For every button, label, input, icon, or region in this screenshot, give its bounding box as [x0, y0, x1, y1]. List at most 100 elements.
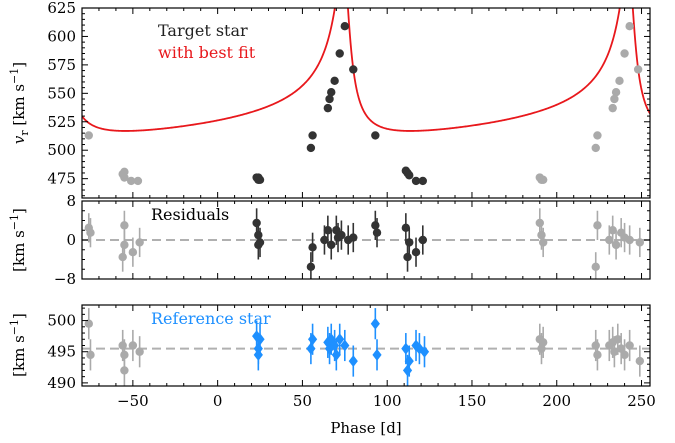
x-ticks-rv: [81, 8, 643, 198]
data-point: [86, 228, 95, 237]
data-point: [340, 339, 350, 352]
series-residuals-0: [252, 208, 427, 279]
panel-label: Reference star: [151, 309, 271, 328]
y-axis-label-close: ]: [10, 62, 28, 68]
data-point: [337, 230, 346, 240]
data-point: [535, 218, 544, 228]
data-point: [593, 131, 602, 140]
data-point: [307, 333, 318, 346]
data-point: [610, 347, 619, 356]
data-point: [538, 175, 548, 184]
best-fit-curve: [82, 8, 650, 132]
data-point: [120, 350, 129, 360]
data-point: [419, 345, 430, 358]
data-point: [120, 221, 129, 230]
data-point: [404, 355, 414, 368]
series-rv-1: [84, 22, 643, 186]
data-point: [120, 366, 129, 375]
data-point: [625, 22, 634, 31]
x-tick-label: 200: [542, 392, 571, 410]
data-point: [323, 336, 333, 349]
data-point: [325, 94, 334, 104]
data-point: [611, 240, 621, 250]
x-axis-title-group: Phase [d]: [330, 419, 401, 437]
y-tick-label: 575: [47, 56, 76, 74]
data-point: [411, 339, 421, 352]
series-residuals-1: [84, 208, 645, 279]
y-axis-label-subscript: r: [18, 130, 31, 136]
data-point: [635, 238, 645, 247]
plot-area-rv: [82, 8, 650, 186]
data-point: [306, 262, 316, 272]
y-tick-label: 550: [47, 84, 76, 102]
data-point: [254, 240, 263, 250]
x-tick-label: 150: [458, 392, 487, 410]
x-tick-label: 0: [213, 392, 223, 410]
data-point: [120, 173, 129, 182]
y-axis-label-close: ]: [10, 313, 28, 319]
y-ticks-rv: 475 500 525 550 575 600 625: [47, 0, 650, 197]
data-point: [537, 230, 546, 240]
panel-reference: −50 0 50 100 150 200 250 490 495 500 [km s−1] Refer…: [8, 304, 656, 410]
y-axis-label-exponent: −1: [8, 319, 21, 335]
legend-entry: with best fit: [158, 43, 256, 62]
panel-residuals: −8 0 8 [km s−1] Residuals: [8, 192, 651, 288]
data-point: [330, 339, 340, 352]
data-point: [370, 317, 380, 330]
data-point: [593, 350, 602, 360]
data-point: [538, 238, 548, 247]
data-point: [253, 348, 263, 361]
data-point: [320, 235, 329, 245]
data-point: [372, 348, 382, 361]
data-point: [402, 364, 413, 377]
data-point: [327, 87, 336, 97]
data-point: [405, 171, 414, 180]
series-reference-1: [84, 308, 645, 386]
y-tick-label: −8: [54, 270, 76, 288]
data-point: [331, 348, 341, 361]
data-point: [591, 262, 600, 272]
y-tick-label: 500: [47, 312, 76, 330]
data-point: [625, 341, 634, 350]
data-point: [591, 143, 600, 153]
y-axis-label: [km s−1]: [8, 313, 28, 377]
plot-area-reference: [82, 308, 650, 386]
y-axis-label: vr [km s−1]: [8, 62, 31, 144]
y-axis-label-close: ]: [10, 208, 28, 214]
y-axis-label-unit: [km s: [10, 84, 28, 126]
data-point: [135, 238, 144, 247]
data-point: [403, 252, 412, 262]
panel-label: Residuals: [151, 205, 229, 224]
x-tick-label: 50: [293, 392, 312, 410]
plot-area-residuals: [82, 208, 650, 279]
y-axis-label-symbol: v: [10, 135, 28, 144]
data-point: [625, 235, 634, 245]
data-point: [608, 103, 617, 113]
data-point: [135, 347, 144, 356]
data-point: [335, 333, 345, 346]
data-point: [615, 76, 624, 86]
data-point: [335, 49, 344, 58]
data-point: [323, 226, 333, 235]
data-point: [538, 338, 548, 347]
x-ticks-reference: −50 0 50 100 150 200 250: [81, 305, 656, 410]
data-point: [255, 333, 265, 346]
data-point: [411, 176, 421, 186]
data-point: [635, 356, 645, 366]
series-rv-0: [252, 22, 427, 186]
y-axis-label-unit: [km s: [10, 335, 28, 377]
y-tick-label: 0: [66, 231, 76, 249]
data-point: [326, 333, 336, 346]
data-point: [371, 221, 380, 230]
data-point: [605, 235, 614, 245]
data-point: [327, 240, 336, 250]
x-axis-title: Phase [d]: [330, 419, 401, 437]
data-point: [84, 131, 93, 140]
data-point: [610, 94, 619, 104]
y-tick-label: 490: [47, 374, 76, 392]
y-tick-label: 500: [47, 141, 76, 159]
legend-entry: Target star: [158, 21, 248, 40]
data-point: [308, 131, 317, 140]
data-point: [591, 341, 600, 350]
y-tick-label: 475: [47, 170, 76, 188]
